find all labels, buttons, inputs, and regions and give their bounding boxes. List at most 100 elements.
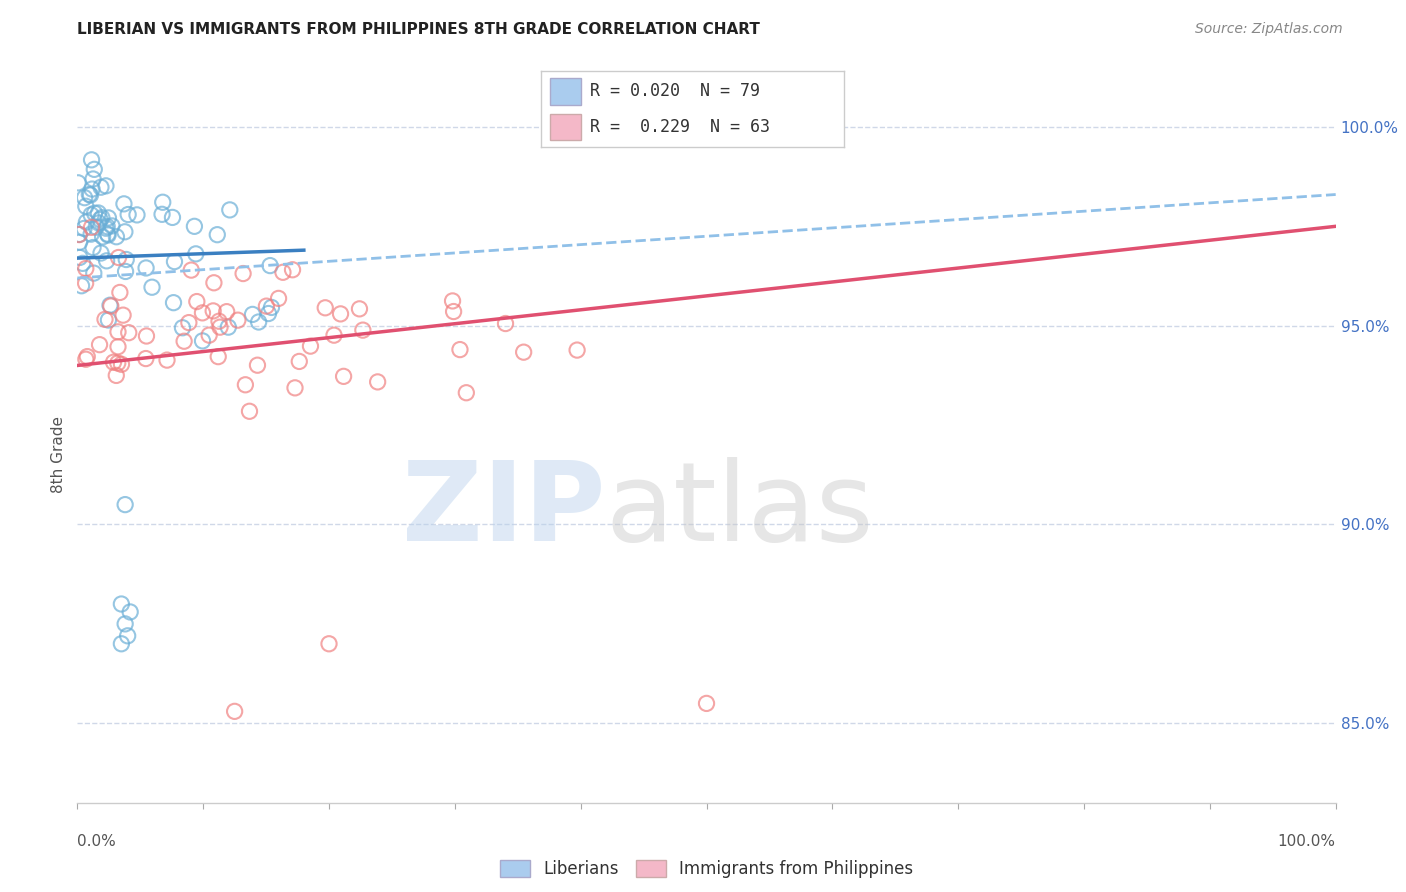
Text: atlas: atlas	[606, 457, 875, 564]
Point	[323, 328, 346, 343]
Point	[246, 358, 269, 372]
Point	[208, 314, 231, 328]
Point	[267, 292, 290, 306]
Point	[75, 352, 97, 367]
Point	[80, 208, 103, 222]
Point	[80, 153, 103, 167]
Point	[94, 312, 117, 326]
Point	[117, 629, 139, 643]
Point	[70, 278, 93, 293]
Point	[565, 343, 588, 357]
Point	[107, 340, 129, 354]
Point	[112, 308, 135, 322]
Text: ZIP: ZIP	[402, 457, 606, 564]
Bar	[550, 114, 581, 140]
Point	[172, 320, 194, 334]
Point	[224, 704, 246, 718]
Point	[495, 317, 517, 331]
Point	[449, 343, 471, 357]
Point	[259, 259, 281, 273]
Point	[207, 227, 229, 242]
Point	[318, 637, 340, 651]
Point	[82, 172, 104, 186]
Text: LIBERIAN VS IMMIGRANTS FROM PHILIPPINES 8TH GRADE CORRELATION CHART: LIBERIAN VS IMMIGRANTS FROM PHILIPPINES …	[77, 22, 761, 37]
Point	[177, 316, 200, 330]
Point	[80, 220, 103, 235]
Point	[90, 246, 112, 260]
Point	[108, 285, 131, 300]
Point	[115, 252, 138, 267]
Point	[125, 208, 148, 222]
Point	[75, 199, 97, 213]
Point	[67, 227, 90, 242]
Point	[284, 381, 307, 395]
Point	[226, 313, 249, 327]
Point	[218, 202, 240, 217]
Point	[186, 294, 208, 309]
Point	[314, 301, 336, 315]
Point	[242, 307, 264, 321]
Point	[141, 280, 163, 294]
Point	[76, 350, 98, 364]
Point	[254, 299, 277, 313]
Point	[83, 266, 105, 280]
Point	[184, 247, 207, 261]
Point	[100, 299, 122, 313]
Point	[87, 206, 110, 220]
Point	[202, 304, 225, 318]
Point	[215, 304, 238, 318]
Point	[75, 215, 97, 229]
Point	[97, 227, 120, 241]
Point	[73, 191, 96, 205]
Point	[332, 369, 354, 384]
Point	[114, 498, 136, 512]
Point	[84, 220, 107, 235]
Point	[232, 267, 254, 281]
Point	[72, 256, 94, 270]
Point	[150, 207, 173, 221]
Point	[183, 219, 205, 234]
Text: R = 0.020  N = 79: R = 0.020 N = 79	[589, 82, 759, 100]
Point	[91, 230, 114, 244]
Point	[98, 298, 121, 312]
Text: 100.0%: 100.0%	[1278, 834, 1336, 849]
Point	[96, 219, 118, 234]
Point	[512, 345, 534, 359]
Point	[75, 277, 97, 291]
Point	[105, 229, 128, 244]
Point	[202, 276, 225, 290]
Point	[97, 211, 120, 225]
Point	[281, 262, 304, 277]
Point	[173, 334, 195, 349]
Bar	[550, 78, 581, 104]
Point	[94, 178, 117, 193]
Point	[135, 260, 157, 275]
Y-axis label: 8th Grade: 8th Grade	[51, 417, 66, 493]
Point	[329, 307, 352, 321]
Point	[90, 211, 112, 225]
Point	[191, 334, 214, 348]
Point	[288, 354, 311, 368]
Point	[112, 197, 135, 211]
Point	[152, 195, 174, 210]
Legend: Liberians, Immigrants from Philippines: Liberians, Immigrants from Philippines	[494, 854, 920, 885]
Point	[352, 323, 374, 337]
Point	[114, 225, 136, 239]
Point	[97, 227, 120, 242]
Point	[456, 385, 478, 400]
Point	[217, 320, 239, 334]
Point	[107, 325, 129, 339]
Point	[191, 306, 214, 320]
Point	[299, 339, 322, 353]
Point	[69, 235, 91, 250]
Point	[97, 313, 120, 327]
Point	[247, 315, 270, 329]
Point	[257, 306, 280, 320]
Point	[110, 357, 132, 371]
Point	[107, 356, 129, 370]
Point	[118, 326, 141, 340]
Point	[135, 329, 157, 343]
Point	[67, 176, 90, 190]
Point	[238, 404, 260, 418]
Point	[198, 328, 221, 343]
